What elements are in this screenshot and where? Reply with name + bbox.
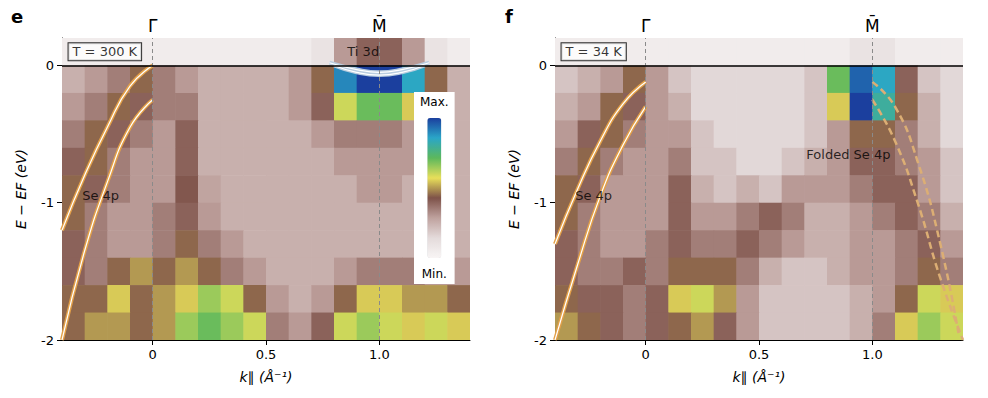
svg-text:Min.: Min. bbox=[422, 267, 447, 281]
svg-text:Se 4p: Se 4p bbox=[82, 188, 119, 203]
svg-text:-1: -1 bbox=[41, 195, 54, 210]
svg-text:0: 0 bbox=[642, 347, 650, 362]
svg-text:-2: -2 bbox=[534, 333, 547, 348]
svg-text:E − EF (eV): E − EF (eV) bbox=[13, 149, 29, 229]
svg-text:Γ̄: Γ̄ bbox=[148, 16, 158, 36]
svg-text:1.0: 1.0 bbox=[862, 347, 883, 362]
svg-text:M̄: M̄ bbox=[372, 14, 387, 35]
svg-text:k∥ (Å⁻¹): k∥ (Å⁻¹) bbox=[732, 369, 785, 385]
svg-text:Se 4p: Se 4p bbox=[575, 188, 612, 203]
svg-text:E − EF (eV): E − EF (eV) bbox=[506, 149, 522, 229]
svg-text:Ti 3d: Ti 3d bbox=[346, 44, 379, 59]
svg-text:1.0: 1.0 bbox=[369, 347, 390, 362]
svg-text:M̄: M̄ bbox=[865, 14, 880, 35]
svg-text:f: f bbox=[505, 6, 513, 27]
svg-text:e: e bbox=[11, 6, 23, 27]
svg-text:Max.: Max. bbox=[420, 95, 449, 109]
svg-text:-1: -1 bbox=[534, 195, 547, 210]
svg-text:-2: -2 bbox=[41, 333, 54, 348]
svg-text:T = 34 K: T = 34 K bbox=[565, 44, 623, 59]
svg-text:0.5: 0.5 bbox=[749, 347, 770, 362]
svg-text:0: 0 bbox=[46, 58, 54, 73]
svg-text:0: 0 bbox=[539, 58, 547, 73]
svg-text:T = 300 K: T = 300 K bbox=[72, 44, 138, 59]
svg-text:0.5: 0.5 bbox=[256, 347, 277, 362]
svg-text:Folded Se 4p: Folded Se 4p bbox=[806, 147, 890, 162]
svg-text:Γ̄: Γ̄ bbox=[641, 16, 651, 36]
svg-text:0: 0 bbox=[149, 347, 157, 362]
svg-text:k∥ (Å⁻¹): k∥ (Å⁻¹) bbox=[239, 369, 292, 385]
